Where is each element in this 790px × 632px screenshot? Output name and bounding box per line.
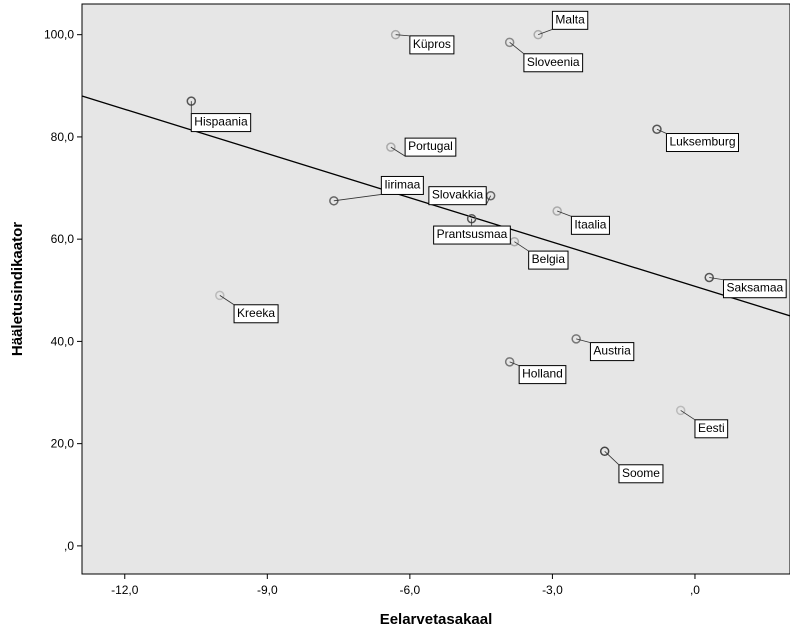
- point-austria: [571, 334, 581, 344]
- point-label-box: [694, 419, 729, 439]
- point-label-connector: [390, 146, 406, 157]
- point-label-text: Portugal: [408, 139, 453, 153]
- point-label-connector: [538, 28, 553, 36]
- point-label-prantsusmaa: Prantsusmaa: [433, 225, 511, 245]
- y-tick-label: ,0: [64, 539, 74, 553]
- point-label-connector: [219, 295, 235, 306]
- point-label-connector: [509, 42, 525, 55]
- point-iirimaa: [329, 196, 339, 206]
- y-tick-label: 100,0: [44, 28, 74, 42]
- point-labels-group: Malta Küpros Sloveenia Hispaania Luksemburg P…: [190, 10, 787, 484]
- y-tick-label: 40,0: [51, 334, 75, 348]
- x-tick-label: -3,0: [542, 583, 563, 597]
- point-saksamaa: [704, 272, 714, 283]
- point-label-box: [190, 113, 252, 133]
- point-label-connector: [604, 451, 620, 466]
- point-label-slovakkia: Slovakkia: [428, 186, 487, 206]
- point-label-box: [380, 175, 424, 195]
- x-tick-label: -6,0: [400, 583, 421, 597]
- point-label-text: Kreeka: [237, 306, 275, 320]
- point-label-saksamaa: Saksamaa: [722, 279, 787, 299]
- point-label-connector: [680, 410, 696, 421]
- point-label-holland: Holland: [518, 365, 567, 385]
- point-itaalia: [552, 206, 562, 216]
- point-label-text: Luksemburg: [669, 135, 735, 149]
- point-label-kreeka: Kreeka: [233, 304, 279, 324]
- y-tick-label: 80,0: [51, 130, 75, 144]
- y-tick-label: 20,0: [51, 437, 75, 451]
- plot-area: [81, 3, 790, 575]
- point-label-text: Holland: [522, 367, 563, 381]
- point-label-box: [523, 53, 584, 73]
- point-label-box: [428, 186, 487, 206]
- x-axis: -12,0 -9,0 -6,0 -3,0 ,0: [111, 574, 700, 597]
- point-label-connector: [656, 128, 667, 134]
- point-label-soome: Soome: [618, 464, 664, 484]
- point-sloveenia: [504, 37, 515, 48]
- point-label-malta: Malta: [551, 10, 589, 30]
- point-label-text: Iirimaa: [384, 177, 420, 191]
- point-label-text: Malta: [555, 12, 585, 26]
- point-malta: [533, 29, 543, 40]
- points-group: [186, 29, 714, 457]
- point-label-k-pros: Küpros: [409, 35, 455, 55]
- point-label-austria: Austria: [589, 342, 635, 362]
- point-label-text: Slovakkia: [432, 188, 484, 202]
- point-label-text: Austria: [593, 344, 631, 358]
- point-label-text: Küpros: [413, 37, 451, 51]
- point-label-box: [528, 250, 569, 270]
- point-label-text: Itaalia: [574, 217, 606, 231]
- point-eesti: [675, 405, 686, 416]
- point-label-box: [404, 137, 457, 157]
- y-axis: ,0 20,0 40,0 60,0 80,0 100,0: [44, 28, 82, 553]
- point-label-connector: [514, 241, 529, 252]
- point-label-text: Hispaania: [194, 115, 248, 129]
- x-axis-title: Eelarvetasakaal: [380, 611, 493, 628]
- x-tick-label: -12,0: [111, 583, 139, 597]
- point-holland: [504, 357, 515, 367]
- point-label-sloveenia: Sloveenia: [523, 53, 584, 73]
- point-label-hispaania: Hispaania: [190, 113, 252, 133]
- point-label-iirimaa: Iirimaa: [380, 175, 424, 195]
- point-label-box: [409, 35, 455, 55]
- point-label-itaalia: Itaalia: [570, 215, 610, 235]
- x-tick-label: -9,0: [257, 583, 278, 597]
- point-label-connector: [333, 194, 382, 202]
- point-luksemburg: [652, 124, 662, 134]
- point-label-box: [722, 279, 787, 299]
- point-label-connector: [485, 195, 492, 205]
- point-label-luksemburg: Luksemburg: [665, 133, 740, 153]
- point-label-text: Saksamaa: [726, 281, 783, 295]
- point-label-text: Soome: [622, 466, 660, 480]
- point-label-box: [665, 133, 740, 153]
- point-label-box: [551, 10, 589, 30]
- point-label-connector: [576, 338, 591, 343]
- fit-line: [81, 95, 790, 317]
- point-label-box: [518, 365, 567, 385]
- point-label-box: [233, 304, 279, 324]
- point-label-text: Belgia: [532, 252, 566, 266]
- point-kreeka: [215, 290, 225, 301]
- point-portugal: [386, 142, 396, 152]
- point-label-box: [589, 342, 635, 362]
- point-label-box: [570, 215, 610, 235]
- point-label-connector: [709, 277, 724, 281]
- y-axis-title: Hääletusindikaator: [9, 222, 26, 356]
- point-label-belgia: Belgia: [528, 250, 569, 270]
- point-label-connector: [509, 361, 520, 366]
- point-label-box: [618, 464, 664, 484]
- x-tick-label: ,0: [690, 583, 700, 597]
- point-label-portugal: Portugal: [404, 137, 457, 157]
- point-label-text: Eesti: [698, 421, 725, 435]
- point-label-connector: [395, 34, 410, 37]
- point-label-eesti: Eesti: [694, 419, 729, 439]
- y-tick-label: 60,0: [51, 232, 75, 246]
- point-label-connector: [557, 210, 572, 217]
- point-label-text: Sloveenia: [527, 55, 580, 69]
- fit-line-group: [81, 95, 790, 317]
- point-soome: [599, 446, 610, 457]
- point-label-text: Prantsusmaa: [437, 227, 508, 241]
